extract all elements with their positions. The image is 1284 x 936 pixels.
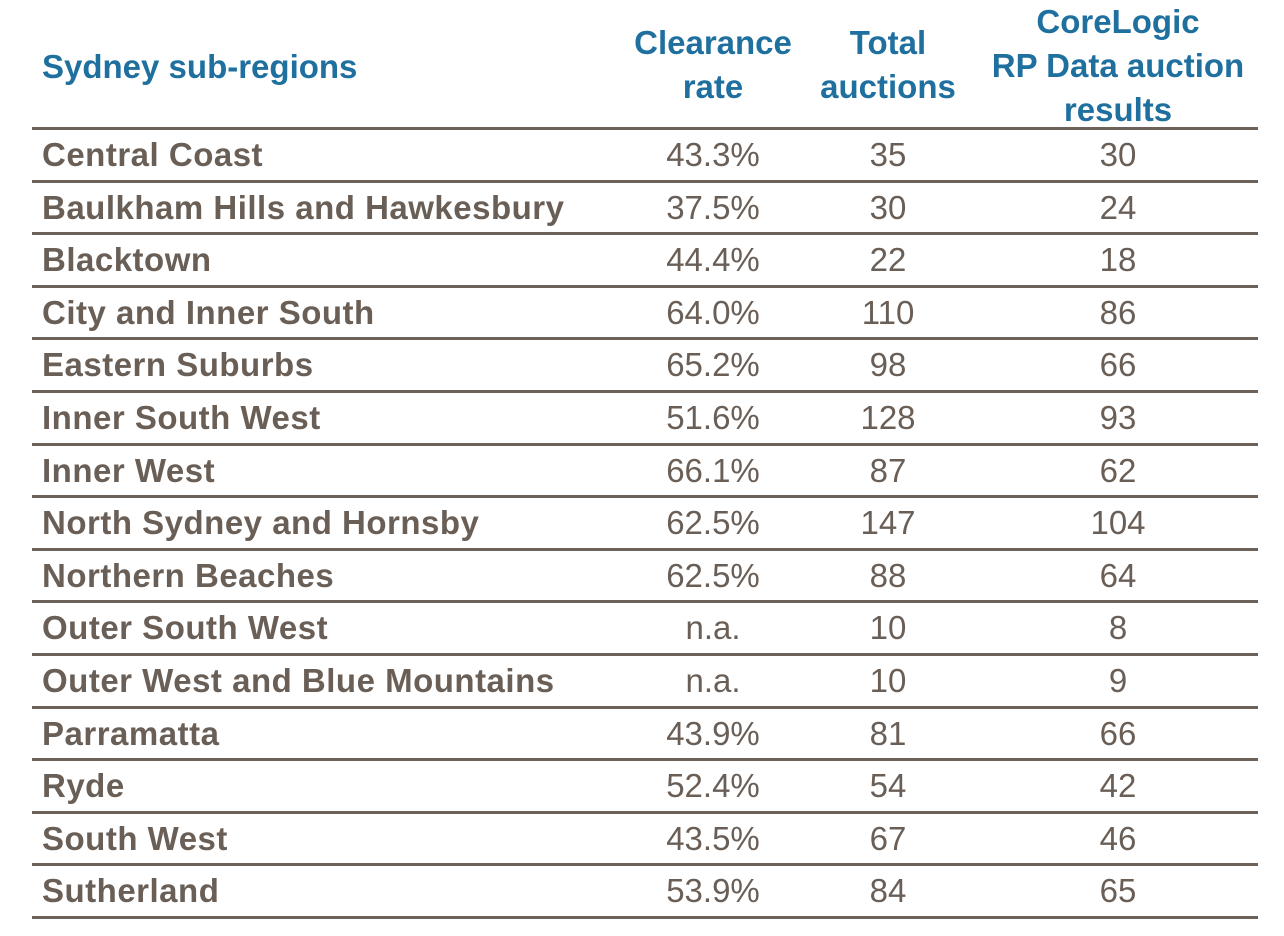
table-body: Central Coast 43.3% 35 30 Baulkham Hills and… bbox=[32, 130, 1258, 919]
total-auctions-cell: 10 bbox=[869, 609, 907, 647]
region-cell: Eastern Suburbs bbox=[42, 346, 314, 384]
header-total-line2: auctions bbox=[820, 68, 956, 105]
clearance-rate-cell: 64.0% bbox=[666, 293, 760, 331]
clearance-rate-cell: 66.1% bbox=[666, 451, 760, 489]
total-auctions-cell: 22 bbox=[869, 241, 907, 279]
total-auctions-cell: 81 bbox=[869, 714, 907, 752]
corelogic-results-cell: 24 bbox=[1099, 188, 1137, 226]
total-auctions-cell: 98 bbox=[869, 346, 907, 384]
total-auctions-cell: 87 bbox=[869, 451, 907, 489]
region-cell: Inner South West bbox=[42, 398, 321, 436]
region-cell: Outer West and Blue Mountains bbox=[42, 661, 555, 699]
table-row: Outer South West n.a. 10 8 bbox=[32, 603, 1258, 656]
region-cell: Sutherland bbox=[42, 872, 220, 910]
region-cell: South West bbox=[42, 819, 228, 857]
corelogic-results-cell: 42 bbox=[1099, 767, 1137, 805]
total-auctions-cell: 147 bbox=[860, 504, 916, 542]
auction-results-table: Sydney sub-regions Clearance rate Total … bbox=[32, 0, 1258, 919]
table-header: Sydney sub-regions Clearance rate Total … bbox=[32, 0, 1258, 130]
region-cell: Parramatta bbox=[42, 714, 220, 752]
table-row: Ryde 52.4% 54 42 bbox=[32, 761, 1258, 814]
total-auctions-cell: 110 bbox=[861, 293, 915, 331]
corelogic-results-cell: 104 bbox=[1090, 504, 1146, 542]
region-cell: Blacktown bbox=[42, 241, 212, 279]
corelogic-results-cell: 46 bbox=[1099, 819, 1137, 857]
total-auctions-cell: 54 bbox=[869, 767, 907, 805]
clearance-rate-cell: 51.6% bbox=[666, 398, 760, 436]
table-row: Inner West 66.1% 87 62 bbox=[32, 446, 1258, 499]
table-row: Inner South West 51.6% 128 93 bbox=[32, 393, 1258, 446]
corelogic-results-cell: 8 bbox=[1108, 609, 1128, 647]
table-row: Northern Beaches 62.5% 88 64 bbox=[32, 551, 1258, 604]
total-auctions-cell: 128 bbox=[860, 398, 916, 436]
header-clearance-line1: Clearance bbox=[634, 24, 792, 61]
total-auctions-cell: 30 bbox=[869, 188, 907, 226]
region-cell: Ryde bbox=[42, 767, 125, 805]
region-cell: Inner West bbox=[42, 451, 216, 489]
table-row: Sutherland 53.9% 84 65 bbox=[32, 866, 1258, 919]
corelogic-results-cell: 64 bbox=[1099, 556, 1137, 594]
clearance-rate-cell: 62.5% bbox=[666, 556, 760, 594]
table-row: Parramatta 43.9% 81 66 bbox=[32, 709, 1258, 762]
region-cell: Baulkham Hills and Hawkesbury bbox=[42, 188, 565, 226]
total-auctions-cell: 88 bbox=[869, 556, 907, 594]
clearance-rate-cell: 37.5% bbox=[666, 188, 760, 226]
corelogic-results-cell: 66 bbox=[1099, 714, 1137, 752]
corelogic-results-cell: 93 bbox=[1099, 398, 1137, 436]
header-region: Sydney sub-regions bbox=[42, 48, 358, 85]
header-total-auctions: Total auctions bbox=[818, 21, 958, 109]
header-total-line1: Total bbox=[849, 24, 927, 61]
header-clearance-line2: rate bbox=[682, 68, 744, 105]
region-cell: North Sydney and Hornsby bbox=[42, 504, 480, 542]
region-cell: Central Coast bbox=[42, 136, 264, 173]
clearance-rate-cell: 53.9% bbox=[666, 872, 760, 910]
region-cell: City and Inner South bbox=[42, 293, 375, 331]
header-clearance-rate: Clearance rate bbox=[625, 21, 801, 109]
clearance-rate-cell: 65.2% bbox=[666, 346, 760, 384]
table-row: Blacktown 44.4% 22 18 bbox=[32, 235, 1258, 288]
corelogic-results-cell: 62 bbox=[1099, 451, 1137, 489]
table-row: South West 43.5% 67 46 bbox=[32, 814, 1258, 867]
header-corelogic-results: CoreLogic RP Data auction results bbox=[980, 0, 1256, 132]
header-corelogic-line3: results bbox=[1063, 91, 1173, 128]
corelogic-results-cell: 65 bbox=[1099, 872, 1137, 910]
corelogic-results-cell: 66 bbox=[1099, 346, 1137, 384]
corelogic-results-cell: 18 bbox=[1099, 241, 1137, 279]
clearance-rate-cell: 52.4% bbox=[666, 767, 760, 805]
table-row: North Sydney and Hornsby 62.5% 147 104 bbox=[32, 498, 1258, 551]
clearance-rate-cell: 43.9% bbox=[666, 714, 760, 752]
clearance-rate-cell: n.a. bbox=[685, 661, 741, 699]
header-corelogic-line1: CoreLogic bbox=[1036, 3, 1200, 40]
clearance-rate-cell: 43.5% bbox=[666, 819, 760, 857]
clearance-rate-cell: n.a. bbox=[685, 609, 741, 647]
table-row: Baulkham Hills and Hawkesbury 37.5% 30 24 bbox=[32, 183, 1258, 236]
corelogic-results-cell: 9 bbox=[1108, 661, 1128, 699]
region-cell: Northern Beaches bbox=[42, 556, 335, 594]
total-auctions-cell: 35 bbox=[869, 136, 907, 173]
header-corelogic-line2: RP Data auction bbox=[991, 47, 1245, 84]
table-row: Central Coast 43.3% 35 30 bbox=[32, 130, 1258, 183]
total-auctions-cell: 84 bbox=[869, 872, 907, 910]
region-cell: Outer South West bbox=[42, 609, 329, 647]
clearance-rate-cell: 44.4% bbox=[666, 241, 760, 279]
corelogic-results-cell: 30 bbox=[1099, 136, 1137, 173]
table-row: Outer West and Blue Mountains n.a. 10 9 bbox=[32, 656, 1258, 709]
corelogic-results-cell: 86 bbox=[1099, 293, 1137, 331]
table-row: City and Inner South 64.0% 110 86 bbox=[32, 288, 1258, 341]
total-auctions-cell: 67 bbox=[869, 819, 907, 857]
table-row: Eastern Suburbs 65.2% 98 66 bbox=[32, 340, 1258, 393]
clearance-rate-cell: 62.5% bbox=[666, 504, 760, 542]
total-auctions-cell: 10 bbox=[869, 661, 907, 699]
clearance-rate-cell: 43.3% bbox=[666, 136, 760, 173]
